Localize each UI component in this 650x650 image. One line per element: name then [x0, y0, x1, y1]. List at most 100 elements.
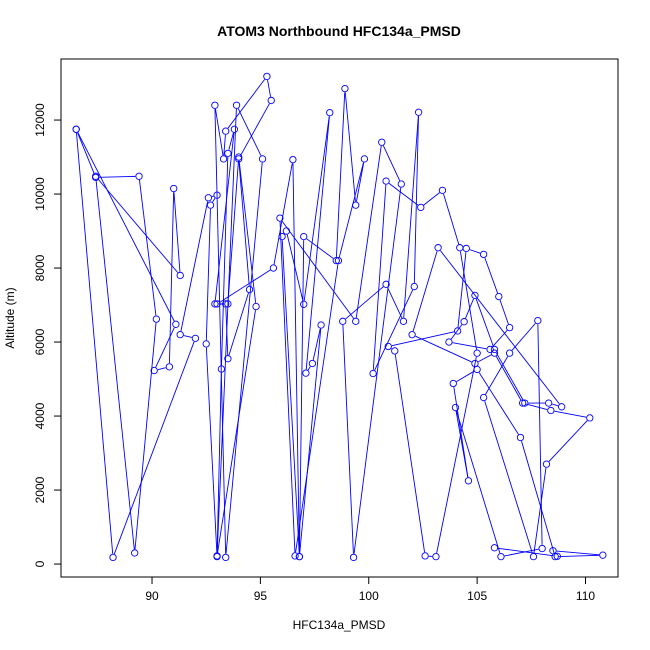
series-line-segment [387, 287, 403, 319]
series-line-segment [205, 208, 211, 341]
series-line-segment [157, 367, 166, 371]
series-line-segment [495, 352, 524, 401]
series-line-segment [335, 92, 346, 257]
y-tick-label: 2000 [33, 476, 47, 503]
data-point [410, 282, 418, 291]
series-line-segment [526, 403, 548, 410]
series-line-segment [413, 115, 419, 283]
data-point [72, 125, 80, 133]
x-tick-label: 100 [359, 589, 379, 603]
series-line-segment [212, 198, 216, 203]
data-point [300, 300, 308, 308]
series-line-segment [355, 145, 382, 318]
data-point [176, 330, 184, 339]
series-line-segment [415, 335, 472, 363]
series-line-segment [554, 410, 587, 418]
data-point [544, 399, 553, 407]
data-point [152, 315, 161, 323]
data-point [586, 414, 594, 422]
data-point [505, 349, 514, 357]
series-line-segment [227, 79, 266, 129]
data-point [282, 227, 291, 235]
y-axis: 0 2000 4000 6000 8000 10000 12000 [33, 103, 62, 567]
data-point [326, 109, 334, 117]
series-line-segment [443, 193, 460, 245]
series-line-segment [227, 160, 239, 301]
series-line-segment [492, 330, 508, 347]
data-point [529, 553, 538, 561]
series-line-segment [374, 289, 414, 371]
data-point [219, 155, 228, 163]
data-point [495, 292, 503, 301]
data-point [599, 551, 607, 559]
data-point [397, 180, 405, 188]
data-point [213, 552, 221, 560]
data-point [267, 96, 275, 105]
series-line-segment [465, 298, 474, 319]
series-line-segment [382, 145, 401, 181]
data-point [222, 127, 230, 135]
data-point [317, 321, 325, 329]
series-line-segment [521, 440, 555, 554]
data-point [460, 318, 468, 326]
data-point [341, 84, 349, 93]
data-point [150, 366, 158, 375]
series-line-segment [95, 179, 135, 550]
x-axis-label: HFC134a_PMSD [293, 618, 386, 632]
data-point [172, 320, 180, 328]
series-line-segment [457, 252, 467, 328]
data-point [369, 369, 377, 378]
series-line-segment [403, 115, 419, 318]
data-point [479, 250, 488, 259]
data-point [300, 232, 308, 241]
series-line-segment [499, 299, 509, 325]
series-line-segment [440, 250, 560, 405]
data-point [224, 355, 232, 363]
data-point [222, 300, 230, 308]
data-point [557, 403, 566, 411]
data-point [471, 291, 479, 300]
series-line-segment [355, 162, 365, 202]
data-point [211, 300, 219, 308]
series-line-segment [450, 324, 463, 340]
series-line-segment [423, 192, 440, 206]
series-line-segment [215, 108, 224, 156]
data-point [352, 201, 360, 209]
x-tick-label: 90 [145, 589, 159, 603]
data-point [490, 345, 499, 354]
data-point [232, 101, 241, 109]
series-line-segment [273, 163, 293, 265]
series-line-segment [478, 354, 492, 363]
series-line-segment [558, 554, 600, 557]
data-point [165, 363, 174, 371]
data-point [170, 184, 178, 193]
y-tick-label: 8000 [33, 254, 47, 281]
data-point [490, 349, 499, 357]
y-tick-label: 12000 [33, 103, 47, 137]
series-line-segment [459, 251, 477, 350]
y-tick-label: 6000 [33, 328, 47, 355]
data-point [235, 155, 243, 163]
series-line-segment [134, 322, 157, 550]
y-tick-label: 10000 [33, 177, 47, 211]
series-line-segment [97, 178, 179, 273]
series-line-segment [113, 341, 195, 555]
data-point [378, 138, 386, 146]
data-point [245, 285, 254, 294]
series-line-segment [221, 157, 229, 366]
series-line-segment [281, 240, 300, 553]
data-point [352, 317, 360, 325]
series-line-segment [77, 132, 175, 322]
data-point [258, 155, 267, 163]
data-point [109, 553, 117, 562]
y-axis-label: Altitude (m) [3, 287, 17, 348]
series-line-segment [295, 264, 339, 553]
series-line-segment [504, 548, 539, 557]
series-line-segment [353, 187, 402, 554]
series-line-segment [183, 335, 192, 338]
data-point [276, 214, 284, 222]
x-tick-label: 95 [254, 589, 268, 603]
data-point [464, 477, 473, 485]
data-point [302, 369, 310, 377]
data-point [399, 317, 408, 325]
